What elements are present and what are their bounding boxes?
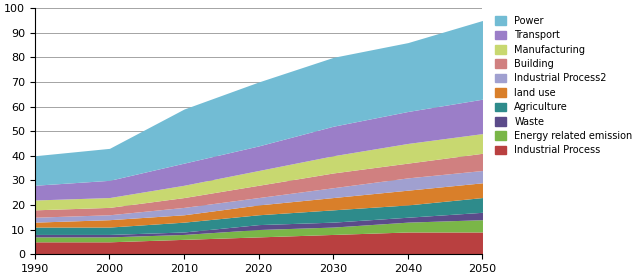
Legend: Power, Transport, Manufacturing, Building, Industrial Process2, land use, Agricu: Power, Transport, Manufacturing, Buildin… bbox=[492, 13, 636, 158]
